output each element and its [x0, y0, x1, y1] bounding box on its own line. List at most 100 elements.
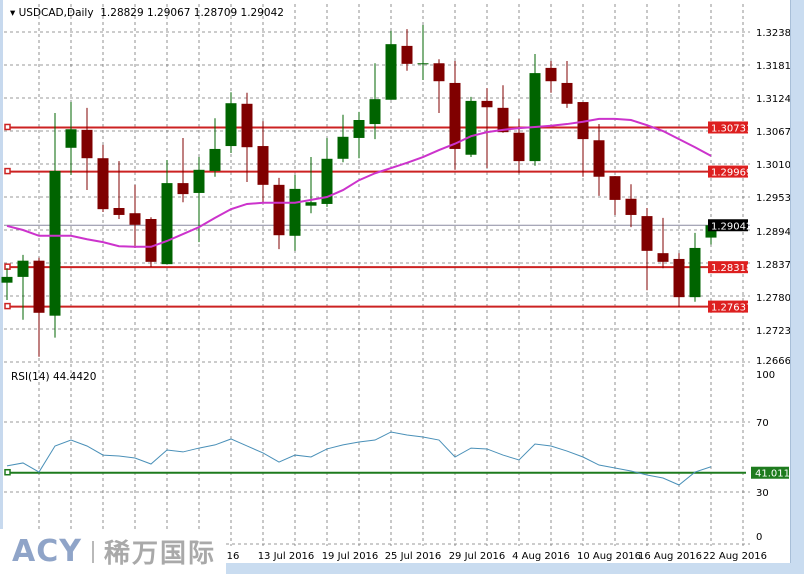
- bullish-candle: [49, 170, 61, 316]
- bearish-candle: [433, 63, 445, 82]
- bearish-candle: [513, 132, 525, 162]
- rsi-label: RSI(14) 44.4420: [11, 371, 97, 383]
- rsi-level-marker: [4, 468, 11, 476]
- level-price-label: 1.27637: [711, 303, 752, 314]
- bullish-candle: [17, 260, 29, 277]
- bearish-candle: [609, 176, 621, 200]
- bearish-candle: [401, 45, 413, 64]
- level-price-badge: [708, 165, 748, 178]
- candles: [1, 25, 717, 357]
- bearish-candle: [673, 258, 685, 298]
- bullish-candle: [209, 148, 221, 171]
- logo-divider: [91, 540, 94, 563]
- rsi-tick-label: 70: [756, 418, 769, 429]
- bearish-candle: [273, 184, 285, 236]
- bearish-candle: [657, 253, 669, 262]
- bearish-candle: [241, 103, 253, 148]
- price-tick-label: 1.32380: [756, 28, 797, 39]
- level-price-label: 1.29969: [711, 168, 752, 179]
- bullish-candle: [337, 136, 349, 159]
- symbol-label: USDCAD,Daily: [18, 7, 94, 19]
- bullish-candle: [305, 202, 317, 206]
- date-tick-label: 19 Jul 2016: [322, 551, 379, 562]
- price-axis: 1.32380 1.31810 1.31240 1.30670 1.30100 1.295…: [708, 28, 797, 543]
- bullish-candle: [705, 225, 717, 238]
- window-bottom-border: [226, 563, 804, 574]
- bearish-candle: [81, 129, 93, 159]
- rsi-tick-label: 30: [756, 488, 769, 499]
- bearish-candle: [129, 213, 141, 225]
- bullish-candle: [369, 99, 381, 125]
- bullish-candle: [385, 44, 397, 100]
- rsi-line: [6, 431, 712, 486]
- bearish-candle: [577, 102, 589, 140]
- price-tick-label: 1.31240: [756, 94, 797, 105]
- price-tick-label: 1.29530: [756, 193, 797, 204]
- bearish-candle: [481, 100, 493, 108]
- level-anchor-marker: [4, 302, 11, 310]
- bearish-candle: [497, 107, 509, 133]
- bullish-candle: [529, 73, 541, 162]
- bullish-candle: [465, 100, 477, 155]
- level-price-label: 1.28318: [711, 263, 752, 274]
- moving-average-line: [6, 117, 712, 248]
- horizontal-levels: [4, 123, 750, 310]
- date-tick-label: 16 Aug 2016: [638, 551, 702, 562]
- moving-average: [6, 117, 712, 248]
- date-tick-label: 22 Aug 2016: [703, 551, 767, 562]
- price-tick-label: 1.30670: [756, 127, 797, 138]
- logo-brand: ACY: [12, 534, 82, 569]
- date-tick-label: 25 Jul 2016: [385, 551, 442, 562]
- bullish-candle: [161, 183, 173, 265]
- level-anchor-marker: [4, 123, 11, 131]
- bearish-candle: [561, 82, 573, 104]
- bearish-candle: [33, 260, 45, 313]
- level-price-label: 1.30731: [711, 123, 752, 134]
- price-tick-label: 1.26665: [756, 356, 797, 367]
- bullish-candle: [193, 169, 205, 193]
- bearish-candle: [177, 183, 189, 195]
- date-tick-label: 4 Aug 2016: [512, 551, 570, 562]
- rsi-tick-label: 0: [756, 532, 762, 543]
- date-tick-label: 16: [227, 551, 240, 562]
- bullish-candle: [225, 103, 237, 147]
- bullish-candle: [289, 188, 301, 236]
- price-tick-label: 1.30100: [756, 160, 797, 171]
- current-price-label: 1.29042: [711, 221, 752, 232]
- watermark-logo: ACY 稀万国际: [0, 529, 226, 574]
- rsi-level-badge: [751, 466, 789, 479]
- price-tick-label: 1.28945: [756, 227, 797, 238]
- bearish-candle: [641, 216, 653, 251]
- date-tick-label: 13 Jul 2016: [258, 551, 315, 562]
- time-axis: 16 13 Jul 2016 19 Jul 2016 25 Jul 2016 29 Ju…: [227, 551, 767, 562]
- rsi-indicator: [4, 431, 746, 486]
- bullish-candle: [65, 129, 77, 148]
- bearish-candle: [113, 208, 125, 215]
- chart-title: ▾ USDCAD,Daily 1.28829 1.29067 1.28709 1…: [10, 7, 284, 19]
- level-price-badge: [708, 300, 748, 313]
- price-tick-label: 1.27805: [756, 293, 797, 304]
- price-tick-label: 1.28375: [756, 260, 797, 271]
- current-price-badge: [708, 219, 748, 232]
- bearish-candle: [625, 198, 637, 215]
- bullish-candle: [1, 276, 13, 283]
- price-tick-label: 1.27235: [756, 326, 797, 337]
- bullish-candle: [321, 158, 333, 204]
- logo-chinese-name: 稀万国际: [103, 538, 216, 568]
- bearish-candle: [145, 219, 157, 262]
- bullish-candle: [417, 63, 429, 65]
- date-tick-label: 29 Jul 2016: [449, 551, 506, 562]
- bullish-candle: [353, 120, 365, 138]
- rsi-tick-label: 100: [756, 370, 775, 381]
- rsi-level-label: 41.0112: [755, 469, 796, 480]
- bearish-candle: [257, 146, 269, 185]
- scrollbar[interactable]: [790, 0, 804, 574]
- level-price-badge: [708, 261, 748, 274]
- bearish-candle: [449, 82, 461, 149]
- date-tick-label: 10 Aug 2016: [577, 551, 641, 562]
- level-anchor-marker: [4, 167, 11, 175]
- grid: [4, 4, 750, 546]
- bearish-candle: [593, 140, 605, 177]
- price-tick-label: 1.31810: [756, 61, 797, 72]
